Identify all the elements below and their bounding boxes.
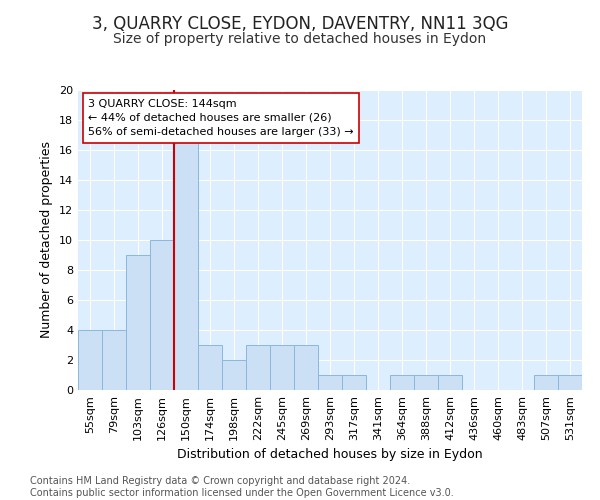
Bar <box>294 345 318 390</box>
Bar <box>414 375 438 390</box>
Text: Size of property relative to detached houses in Eydon: Size of property relative to detached ho… <box>113 32 487 46</box>
Bar <box>150 240 174 390</box>
Bar <box>126 255 150 390</box>
Bar <box>390 375 414 390</box>
Bar <box>222 360 246 390</box>
Bar <box>318 375 342 390</box>
Bar <box>558 375 582 390</box>
Bar <box>246 345 270 390</box>
Bar <box>270 345 294 390</box>
Bar <box>78 330 102 390</box>
Bar <box>534 375 558 390</box>
Text: 3, QUARRY CLOSE, EYDON, DAVENTRY, NN11 3QG: 3, QUARRY CLOSE, EYDON, DAVENTRY, NN11 3… <box>92 15 508 33</box>
Bar <box>342 375 366 390</box>
Bar <box>174 135 198 390</box>
X-axis label: Distribution of detached houses by size in Eydon: Distribution of detached houses by size … <box>177 448 483 462</box>
Bar <box>438 375 462 390</box>
Text: Contains HM Land Registry data © Crown copyright and database right 2024.
Contai: Contains HM Land Registry data © Crown c… <box>30 476 454 498</box>
Y-axis label: Number of detached properties: Number of detached properties <box>40 142 53 338</box>
Text: 3 QUARRY CLOSE: 144sqm
← 44% of detached houses are smaller (26)
56% of semi-det: 3 QUARRY CLOSE: 144sqm ← 44% of detached… <box>88 99 354 137</box>
Bar <box>198 345 222 390</box>
Bar <box>102 330 126 390</box>
